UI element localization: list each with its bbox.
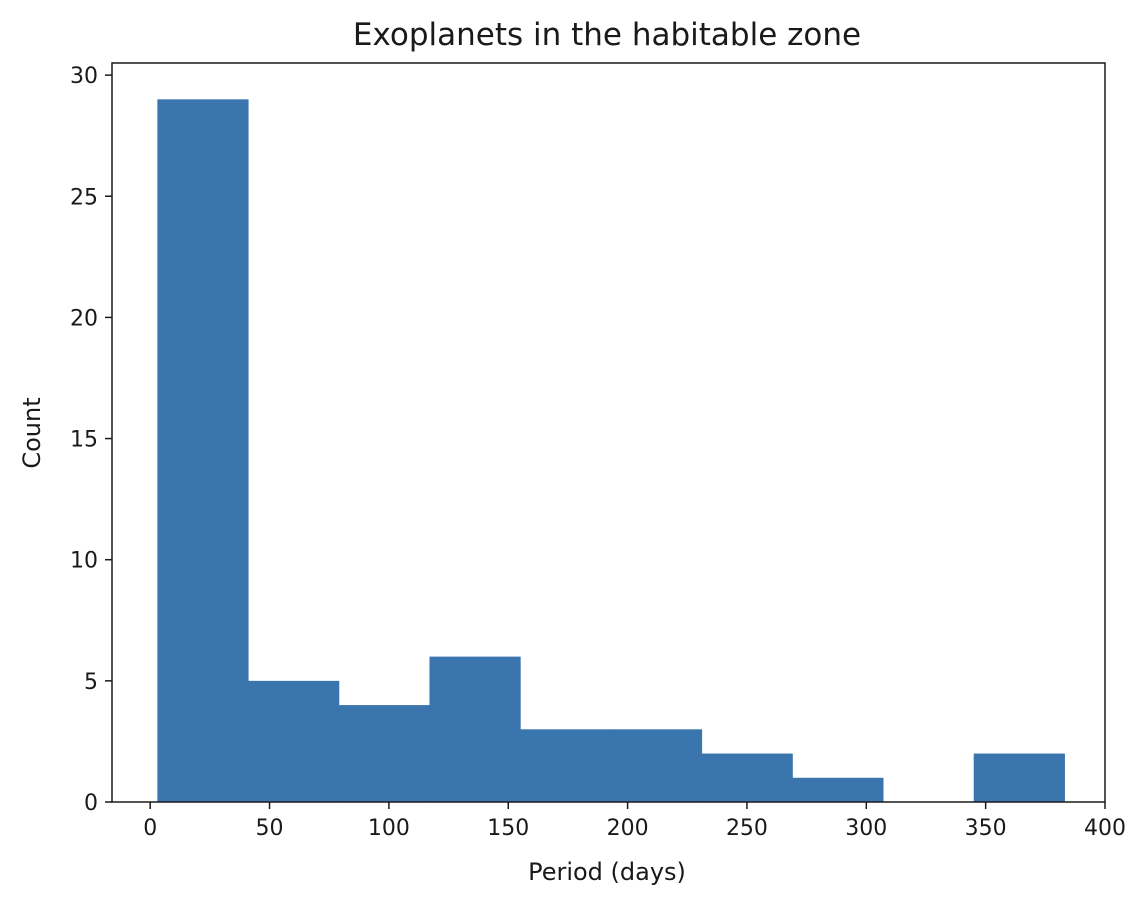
y-tick-label: 0 xyxy=(84,791,98,816)
y-tick-label: 30 xyxy=(70,64,98,89)
x-tick-label: 0 xyxy=(143,816,157,841)
plot-frame xyxy=(111,62,1106,803)
histogram-bar-1 xyxy=(248,680,340,802)
histogram-bar-7 xyxy=(792,777,884,802)
x-tick-label: 300 xyxy=(845,816,887,841)
y-tick-label: 20 xyxy=(70,306,98,331)
x-tick-label: 200 xyxy=(607,816,649,841)
x-tick-label: 150 xyxy=(487,816,529,841)
histogram-bar-4 xyxy=(520,729,612,802)
x-tick-label: 400 xyxy=(1084,816,1126,841)
histogram-bar-0 xyxy=(157,99,249,803)
y-axis-ticks: 0 5 10 15 20 25 30 xyxy=(70,64,112,816)
histogram-bar-9 xyxy=(973,753,1065,802)
y-tick-label: 5 xyxy=(84,670,98,695)
histogram-bar-6 xyxy=(701,753,793,802)
y-tick-label: 15 xyxy=(70,428,98,453)
x-axis-ticks: 0 50 100 150 200 250 300 350 400 xyxy=(143,802,1126,841)
x-tick-label: 100 xyxy=(368,816,410,841)
x-tick-label: 250 xyxy=(726,816,768,841)
y-tick-label: 25 xyxy=(70,185,98,210)
histogram-bar-2 xyxy=(338,705,430,802)
bars-group xyxy=(157,99,1065,803)
y-axis-label: Count xyxy=(18,397,46,468)
chart-title: Exoplanets in the habitable zone xyxy=(353,17,861,53)
x-axis-label: Period (days) xyxy=(528,858,686,886)
x-tick-label: 50 xyxy=(256,816,284,841)
histogram-bar-3 xyxy=(429,656,521,802)
y-tick-label: 10 xyxy=(70,549,98,574)
x-tick-label: 350 xyxy=(965,816,1007,841)
histogram-bar-5 xyxy=(610,729,703,802)
